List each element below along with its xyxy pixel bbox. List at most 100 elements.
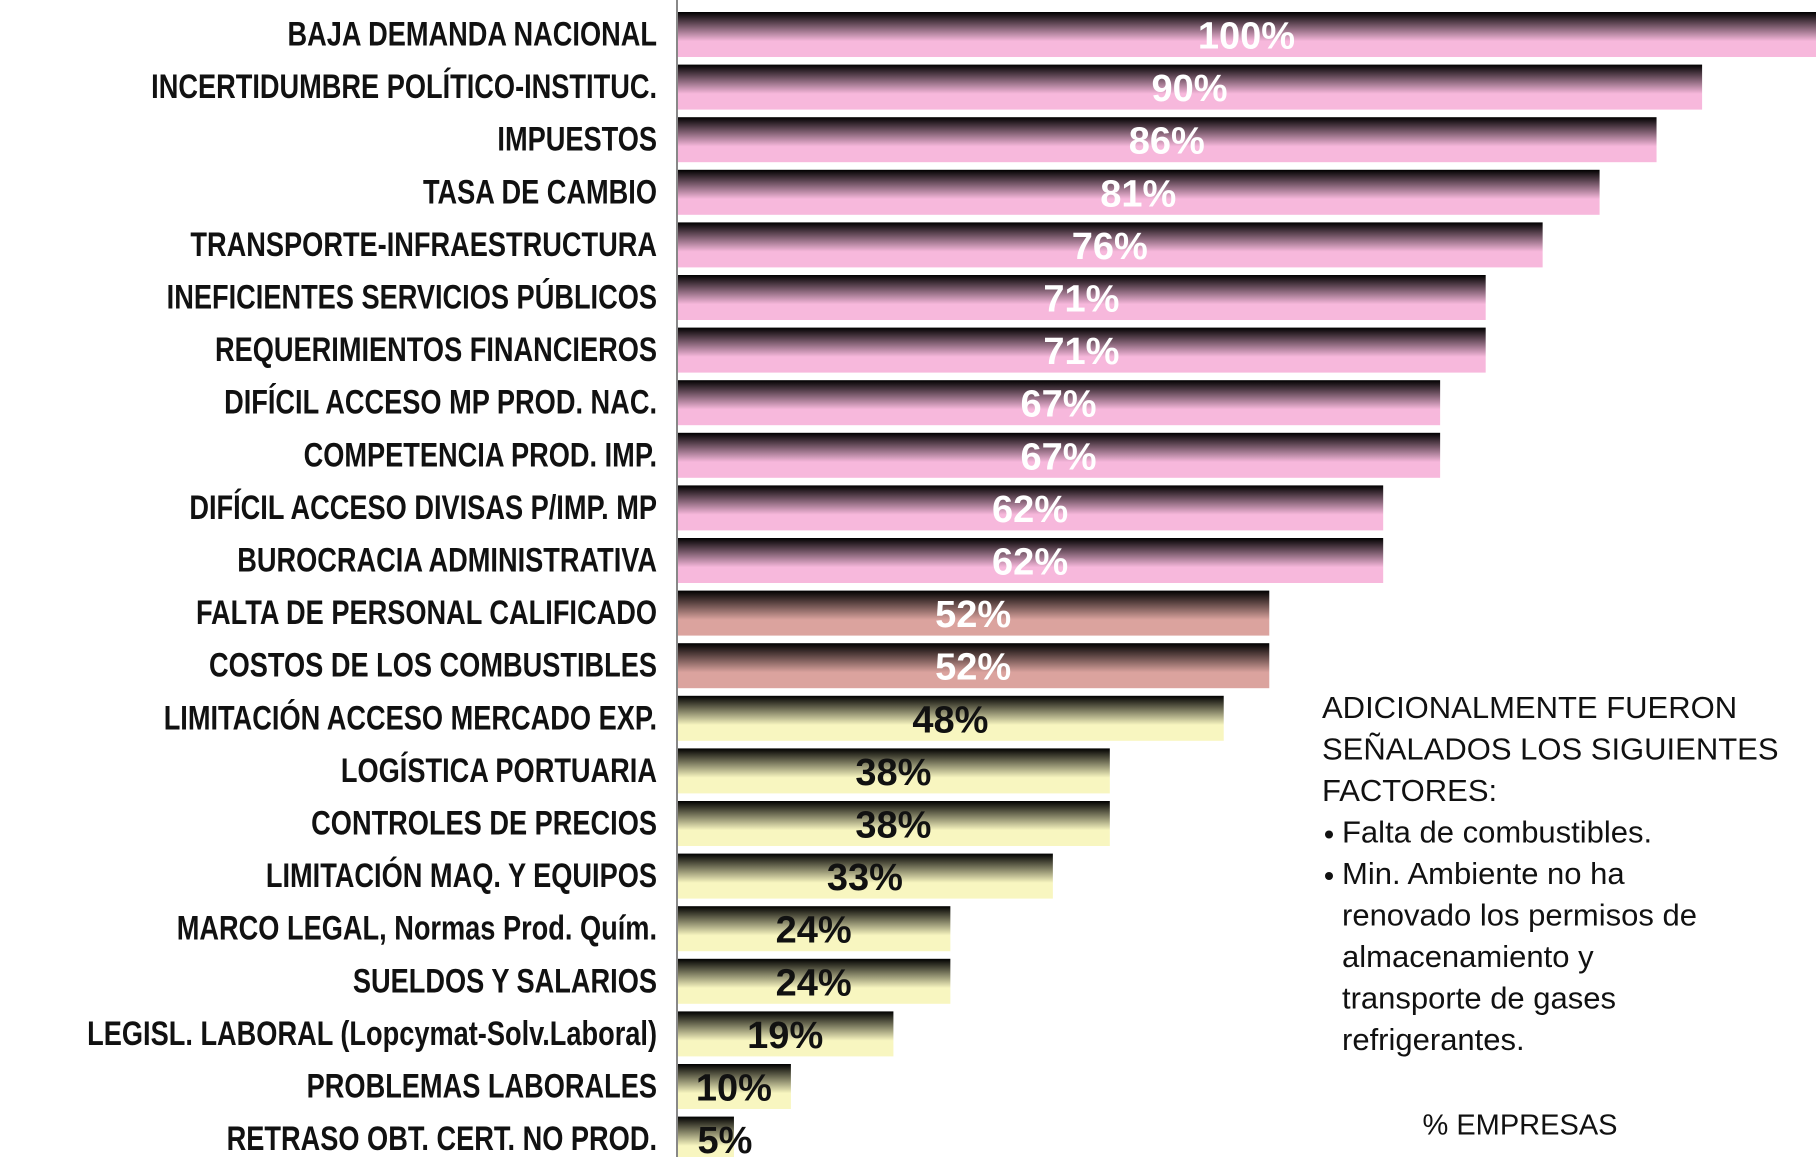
- annotation-bullet: transporte de gases: [1342, 981, 1616, 1016]
- value-label: 100%: [1198, 16, 1295, 58]
- bar: [677, 275, 1486, 320]
- category-label-group: LOGÍSTICA PORTUARIA: [341, 751, 657, 790]
- category-label: CONTROLES DE PRECIOS: [311, 804, 657, 843]
- category-label: RETRASO OBT. CERT. NO PROD.: [227, 1119, 657, 1157]
- value-label: 86%: [1129, 121, 1205, 163]
- bar: [677, 538, 1384, 583]
- category-label: LOGÍSTICA PORTUARIA: [341, 751, 657, 790]
- category-label: FALTA DE PERSONAL CALIFICADO: [196, 593, 657, 632]
- category-label-group: DIFÍCIL ACCESO MP PROD. NAC.: [224, 383, 657, 422]
- category-label: DIFÍCIL ACCESO DIVISAS P/IMP. MP: [189, 488, 657, 527]
- bar: [677, 643, 1270, 689]
- category-label-group: LIMITACIÓN MAQ. Y EQUIPOS: [266, 855, 657, 895]
- category-label-group: PROBLEMAS LABORALES: [307, 1067, 657, 1106]
- category-label-group: FALTA DE PERSONAL CALIFICADO: [196, 593, 657, 632]
- value-label: 52%: [935, 647, 1011, 689]
- bar: [677, 1116, 734, 1157]
- category-label: LIMITACIÓN ACCESO MERCADO EXP.: [164, 697, 657, 737]
- category-label-group: INEFICIENTES SERVICIOS PÚBLICOS: [167, 276, 657, 316]
- category-label-group: CONTROLES DE PRECIOS: [311, 804, 657, 843]
- annotation-bullet: Falta de combustibles.: [1342, 815, 1652, 850]
- category-label: TRANSPORTE-INFRAESTRUCTURA: [190, 225, 657, 264]
- bar: [677, 64, 1703, 110]
- category-label: TASA DE CAMBIO: [423, 172, 657, 211]
- value-label: 24%: [776, 910, 852, 952]
- bar: [677, 432, 1441, 478]
- bullet: [1325, 830, 1333, 839]
- annotation-bullet: Min. Ambiente no ha: [1342, 856, 1625, 891]
- category-label-group: COSTOS DE LOS COMBUSTIBLES: [209, 646, 657, 685]
- value-label: 33%: [827, 857, 903, 899]
- bar: [677, 958, 951, 1004]
- value-label: 19%: [747, 1015, 823, 1057]
- category-label: REQUERIMIENTOS FINANCIEROS: [215, 330, 657, 369]
- bar: [677, 1064, 791, 1109]
- x-axis-label: % EMPRESAS: [1423, 1110, 1618, 1142]
- bar: [677, 169, 1600, 215]
- value-label: 67%: [1021, 436, 1097, 478]
- value-label: 67%: [1021, 384, 1097, 426]
- value-label: 52%: [935, 594, 1011, 636]
- category-label-group: IMPUESTOS: [497, 120, 657, 159]
- category-label-group: REQUERIMIENTOS FINANCIEROS: [215, 330, 657, 369]
- bar: [677, 695, 1224, 741]
- category-label-group: TASA DE CAMBIO: [423, 172, 657, 211]
- category-label-group: LEGISL. LABORAL (Lopcymat-Solv.Laboral): [87, 1014, 657, 1053]
- annotation-heading: SEÑALADOS LOS SIGUIENTES: [1322, 732, 1779, 767]
- value-label: 38%: [855, 752, 931, 794]
- annotation-heading: ADICIONALMENTE FUERON: [1322, 690, 1737, 725]
- category-label-group: BUROCRACIA ADMINISTRATIVA: [237, 541, 657, 580]
- annotation-bullet: almacenamiento y: [1342, 939, 1594, 974]
- bar: [677, 222, 1543, 268]
- category-label: SUELDOS Y SALARIOS: [353, 961, 657, 1000]
- bar: [677, 1011, 894, 1057]
- annotation-bullet: refrigerantes.: [1342, 1022, 1525, 1057]
- category-label: COMPETENCIA PROD. IMP.: [304, 435, 657, 474]
- category-label-group: LIMITACIÓN ACCESO MERCADO EXP.: [164, 697, 657, 737]
- bar: [677, 327, 1486, 373]
- category-label-group: MARCO LEGAL, Normas Prod. Quím.: [177, 909, 657, 948]
- annotation-heading: FACTORES:: [1322, 773, 1497, 808]
- bar: [677, 380, 1441, 426]
- value-label: 81%: [1100, 173, 1176, 215]
- value-label: 48%: [912, 699, 988, 741]
- value-label: 62%: [992, 542, 1068, 584]
- bar: [677, 12, 1816, 57]
- bar: [677, 485, 1384, 531]
- category-label: LIMITACIÓN MAQ. Y EQUIPOS: [266, 855, 657, 895]
- category-label: IMPUESTOS: [497, 120, 657, 159]
- bar: [677, 906, 951, 952]
- bar: [677, 748, 1110, 794]
- category-label-group: INCERTIDUMBRE POLÍTICO-INSTITUC.: [151, 67, 657, 106]
- value-label: 71%: [1043, 331, 1119, 373]
- category-label-group: BAJA DEMANDA NACIONAL: [288, 15, 657, 54]
- category-label: COSTOS DE LOS COMBUSTIBLES: [209, 646, 657, 685]
- category-label: PROBLEMAS LABORALES: [307, 1067, 657, 1106]
- value-label: 76%: [1072, 226, 1148, 268]
- category-label-group: SUELDOS Y SALARIOS: [353, 961, 657, 1000]
- category-label: LEGISL. LABORAL (Lopcymat-Solv.Laboral): [87, 1014, 657, 1053]
- annotation-bullet: renovado los permisos de: [1342, 898, 1697, 933]
- value-label: 90%: [1152, 68, 1228, 110]
- category-label: BAJA DEMANDA NACIONAL: [288, 15, 657, 54]
- category-label: DIFÍCIL ACCESO MP PROD. NAC.: [224, 383, 657, 422]
- bullet: [1325, 872, 1333, 880]
- value-label: 24%: [776, 962, 852, 1004]
- category-label-group: TRANSPORTE-INFRAESTRUCTURA: [190, 225, 657, 264]
- category-label: INCERTIDUMBRE POLÍTICO-INSTITUC.: [151, 67, 657, 106]
- bar: [677, 590, 1270, 636]
- value-label: 62%: [992, 489, 1068, 531]
- category-label: MARCO LEGAL, Normas Prod. Quím.: [177, 909, 657, 948]
- category-label: INEFICIENTES SERVICIOS PÚBLICOS: [167, 276, 657, 316]
- bar: [677, 853, 1053, 899]
- value-label: 10%: [696, 1068, 772, 1110]
- value-label: 71%: [1043, 279, 1119, 321]
- category-label-group: COMPETENCIA PROD. IMP.: [304, 435, 657, 474]
- bar: [677, 117, 1657, 163]
- category-label: BUROCRACIA ADMINISTRATIVA: [237, 541, 657, 580]
- value-label: 38%: [855, 805, 931, 847]
- value-label: 5%: [698, 1120, 753, 1157]
- category-label-group: RETRASO OBT. CERT. NO PROD.: [227, 1119, 657, 1157]
